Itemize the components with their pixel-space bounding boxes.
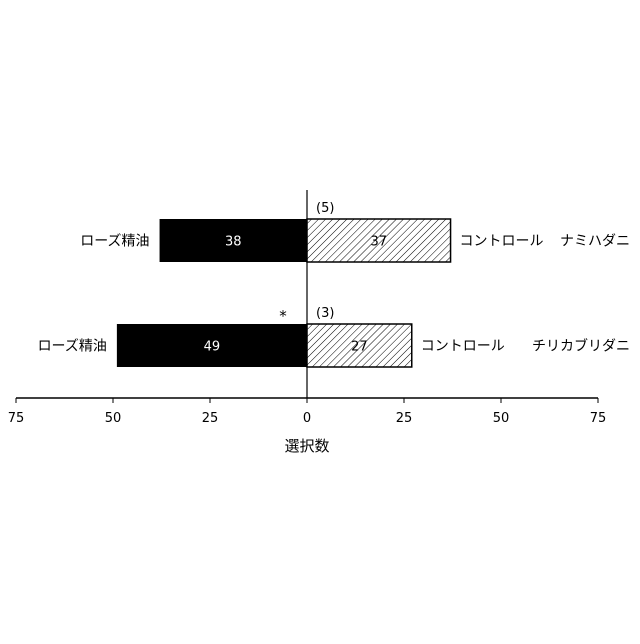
bar-left-value: 49 bbox=[204, 340, 221, 355]
no-choice-count: (3) bbox=[316, 306, 334, 321]
right-category-label: コントロール bbox=[421, 339, 505, 355]
left-category-label: ローズ精油 bbox=[80, 234, 149, 250]
x-tick-label: 75 bbox=[590, 411, 607, 426]
bar-left-value: 38 bbox=[225, 235, 242, 250]
bar-right-value: 27 bbox=[351, 340, 368, 355]
diverging-bar-chart: 75502502550753837ローズ精油コントロールナミハダニ(5)4927… bbox=[0, 0, 640, 640]
x-tick-label: 75 bbox=[8, 411, 25, 426]
x-axis-label: 選択数 bbox=[284, 437, 329, 455]
significance-marker: * bbox=[279, 307, 287, 325]
x-tick-label: 50 bbox=[493, 411, 510, 426]
x-tick-label: 0 bbox=[303, 411, 311, 426]
species-label: チリカブリダニ bbox=[532, 338, 630, 355]
x-tick-label: 50 bbox=[105, 411, 122, 426]
left-category-label: ローズ精油 bbox=[38, 339, 107, 355]
species-label: ナミハダニ bbox=[560, 234, 630, 250]
x-tick-label: 25 bbox=[396, 411, 413, 426]
no-choice-count: (5) bbox=[316, 201, 334, 216]
right-category-label: コントロール bbox=[460, 234, 544, 250]
bar-right-value: 37 bbox=[371, 235, 388, 250]
x-tick-label: 25 bbox=[202, 411, 219, 426]
